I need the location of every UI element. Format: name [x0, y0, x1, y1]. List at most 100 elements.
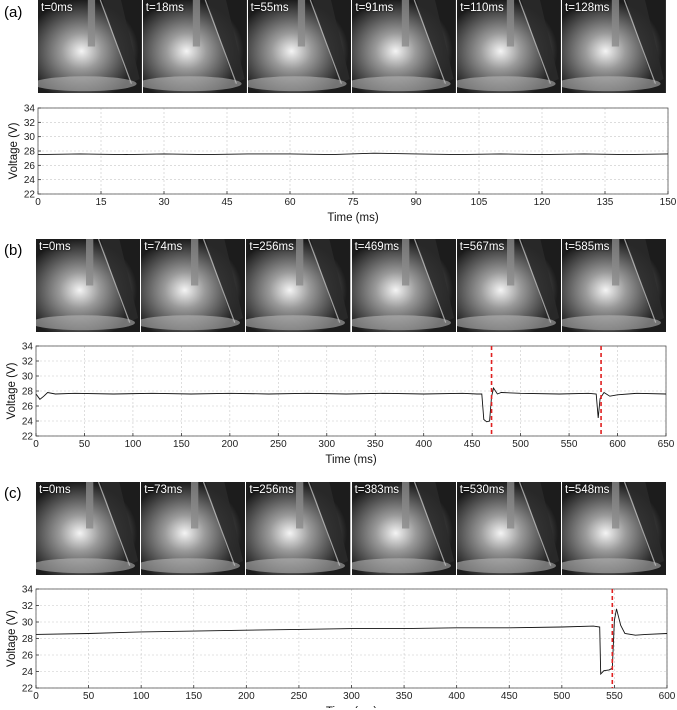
x-tick-label: 500	[553, 691, 570, 702]
x-tick-label: 0	[33, 691, 39, 702]
x-tick-label: 300	[343, 691, 360, 702]
frame-time-label: t=548ms	[565, 484, 610, 496]
x-tick-label: 550	[606, 691, 623, 702]
camera-frame: t=567ms	[456, 239, 561, 332]
x-tick-label: 90	[410, 197, 422, 208]
x-tick-label: 400	[415, 439, 432, 450]
x-tick-label: 450	[464, 439, 481, 450]
x-tick-label: 400	[448, 691, 465, 702]
frame-time-label: t=73ms	[144, 484, 183, 496]
voltage-trace	[35, 608, 668, 676]
camera-frame: t=0ms	[36, 239, 141, 332]
y-tick-label: 26	[22, 402, 34, 413]
x-tick-label: 450	[501, 691, 518, 702]
y-tick-label: 28	[24, 147, 36, 158]
x-tick-label: 0	[33, 439, 39, 450]
panel-b: (b) t=0ms t=74ms t=256ms t=469ms t=567ms t=58…	[0, 237, 677, 477]
x-tick-label: 550	[561, 439, 578, 450]
frame-time-label: t=74ms	[144, 241, 183, 253]
x-tick-label: 0	[35, 197, 41, 208]
y-tick-label: 24	[22, 667, 34, 678]
x-tick-label: 250	[270, 439, 287, 450]
y-tick-label: 34	[22, 585, 34, 596]
x-tick-label: 350	[367, 439, 384, 450]
frame-time-label: t=567ms	[459, 241, 505, 253]
x-tick-label: 60	[284, 197, 296, 208]
x-tick-label: 50	[83, 691, 95, 702]
camera-frame: t=548ms	[562, 482, 667, 575]
x-tick-label: 150	[173, 439, 190, 450]
x-tick-label: 75	[347, 197, 359, 208]
frame-time-label: t=256ms	[249, 484, 294, 496]
voltage-trace	[37, 152, 669, 156]
panel-c: (c) t=0ms t=73ms t=256ms t=383ms t=530ms t=54…	[0, 480, 677, 710]
y-tick-label: 26	[22, 651, 34, 662]
y-tick-label: 34	[22, 342, 34, 353]
camera-frame: t=469ms	[351, 239, 456, 332]
frame-time-label: t=55ms	[250, 2, 289, 14]
y-axis-label: Voltage (V)	[8, 122, 20, 179]
x-tick-label: 500	[512, 439, 529, 450]
voltage-plot: 0 50 100 150 200 250 300 350 400 450 500 550 600 22 24…	[6, 585, 676, 709]
frame-strip: t=0ms t=73ms t=256ms t=383ms t=530ms t=548ms	[36, 482, 667, 575]
x-axis-label: Time (ms)	[326, 706, 377, 708]
camera-frame: t=256ms	[246, 239, 351, 332]
frame-time-label: t=0ms	[39, 484, 71, 496]
x-tick-label: 30	[158, 197, 170, 208]
x-tick-label: 650	[658, 439, 675, 450]
y-tick-label: 24	[22, 417, 34, 428]
y-tick-label: 30	[22, 618, 34, 629]
panel-letter: (a)	[4, 4, 23, 21]
voltage-trace	[35, 386, 667, 423]
frame-time-label: t=469ms	[354, 241, 400, 253]
camera-frame: t=74ms	[141, 239, 246, 332]
y-tick-label: 22	[22, 432, 34, 443]
x-tick-label: 600	[609, 439, 626, 450]
camera-frame: t=0ms	[36, 482, 141, 575]
x-tick-label: 200	[238, 691, 255, 702]
voltage-plot: 0 15 30 45 60 75 90 105 120 135 150 22 24 26 28 30 32 34 T…	[8, 104, 677, 225]
x-tick-label: 120	[534, 197, 551, 208]
panel-letter: (b)	[4, 242, 23, 259]
frame-time-label: t=585ms	[565, 241, 610, 253]
x-axis-label: Time (ms)	[327, 212, 378, 224]
frame-time-label: t=383ms	[354, 484, 400, 496]
camera-frame: t=530ms	[456, 482, 561, 575]
y-tick-label: 30	[22, 372, 34, 383]
y-tick-label: 28	[22, 387, 34, 398]
x-tick-label: 100	[133, 691, 150, 702]
camera-frame: t=110ms	[457, 0, 561, 93]
voltage-plot: 0 50 100 150 200 250 300 350 400 450 500 550 600 650 2…	[6, 342, 675, 467]
x-tick-label: 100	[125, 439, 142, 450]
frame-time-label: t=0ms	[39, 241, 71, 253]
y-tick-label: 32	[22, 357, 34, 368]
camera-frame: t=585ms	[562, 239, 667, 332]
y-tick-label: 22	[24, 190, 36, 201]
x-tick-label: 45	[221, 197, 233, 208]
x-tick-label: 600	[659, 691, 676, 702]
x-tick-label: 200	[222, 439, 239, 450]
panel-a: (a) t=0ms t=18ms t=55ms t=91ms t=110ms t=128m…	[0, 0, 677, 235]
x-tick-label: 50	[79, 439, 91, 450]
x-tick-label: 105	[471, 197, 488, 208]
panel-letter: (c)	[4, 485, 22, 502]
y-axis-label: Voltage (V)	[6, 610, 18, 667]
frame-time-label: t=91ms	[355, 2, 394, 14]
y-tick-label: 30	[24, 132, 36, 143]
camera-frame: t=0ms	[38, 0, 142, 93]
camera-frame: t=91ms	[352, 0, 457, 93]
frame-time-label: t=0ms	[41, 2, 73, 14]
y-axis-label: Voltage (V)	[6, 362, 18, 419]
y-tick-label: 26	[24, 161, 36, 172]
frame-strip: t=0ms t=74ms t=256ms t=469ms t=567ms t=585ms	[36, 239, 667, 332]
frame-time-label: t=110ms	[460, 2, 504, 14]
x-tick-label: 150	[185, 691, 202, 702]
y-tick-label: 32	[22, 601, 34, 612]
y-tick-label: 24	[24, 175, 36, 186]
x-tick-label: 135	[597, 197, 614, 208]
frame-time-label: t=530ms	[459, 484, 505, 496]
frame-strip: t=0ms t=18ms t=55ms t=91ms t=110ms t=128ms	[38, 0, 667, 93]
x-tick-label: 250	[291, 691, 308, 702]
x-tick-label: 350	[396, 691, 413, 702]
camera-frame: t=256ms	[246, 482, 351, 575]
